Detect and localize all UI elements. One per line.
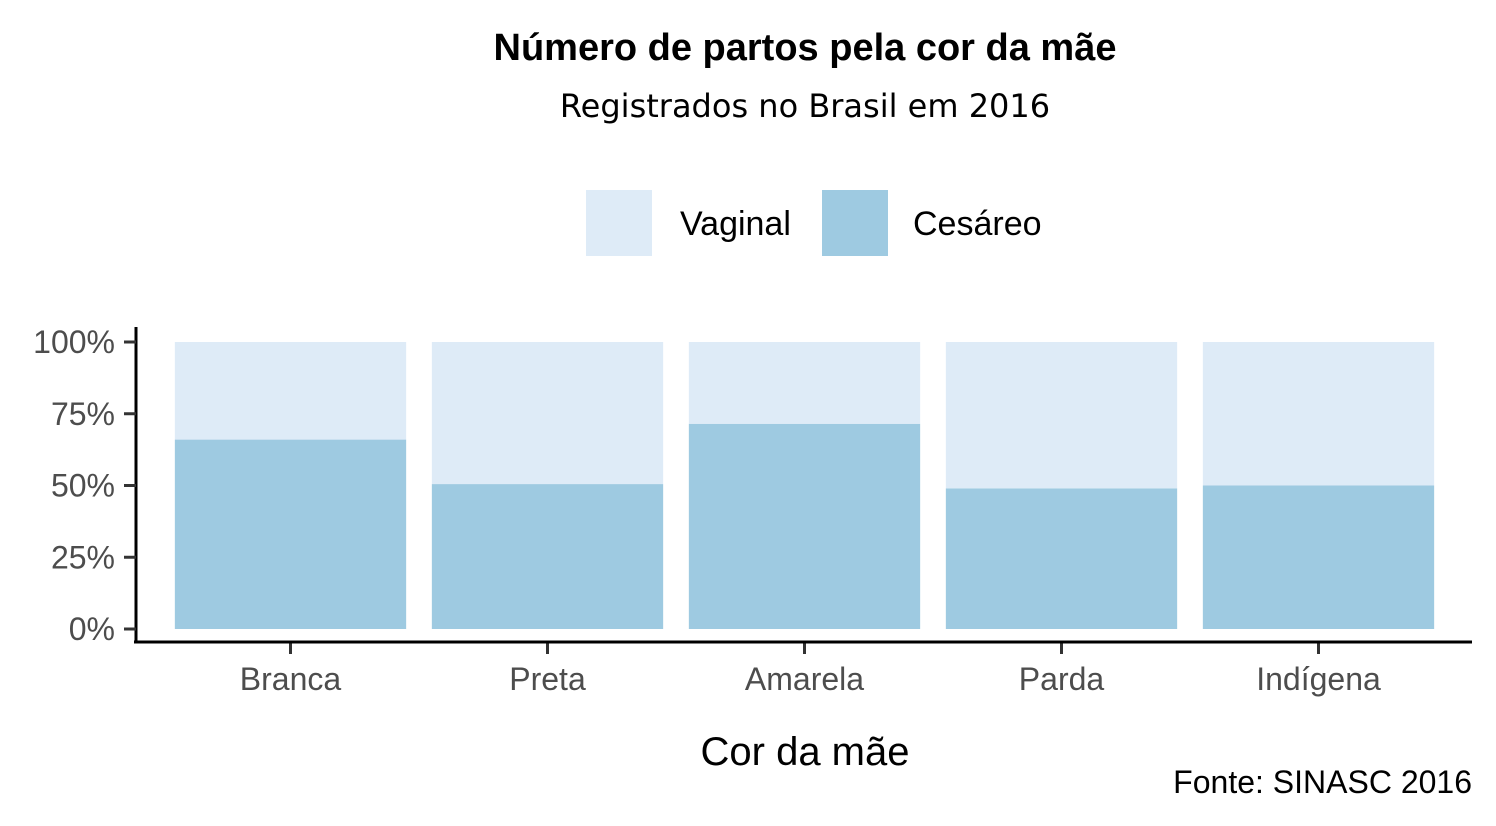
chart-subtitle: Registrados no Brasil em 2016 bbox=[560, 87, 1050, 125]
bar-cesareo-indigena bbox=[1202, 485, 1435, 629]
bar-cesareo-amarela bbox=[688, 423, 921, 629]
x-axis: Branca Preta Amarela Parda Indígena bbox=[134, 640, 1472, 697]
x-tick-label: Branca bbox=[240, 661, 342, 697]
bar-vaginal-indigena bbox=[1202, 342, 1435, 486]
chart-caption: Fonte: SINASC 2016 bbox=[1173, 764, 1472, 800]
y-tick-label: 25% bbox=[51, 539, 115, 575]
bar-cesareo-parda bbox=[945, 488, 1178, 629]
x-tick-label: Amarela bbox=[745, 661, 864, 697]
x-tick-label: Preta bbox=[509, 661, 586, 697]
y-tick-label: 100% bbox=[33, 324, 115, 360]
y-tick-label: 50% bbox=[51, 468, 115, 504]
bar-vaginal-parda bbox=[945, 342, 1178, 489]
legend-swatch-vaginal bbox=[586, 190, 652, 256]
bar-cesareo-preta bbox=[431, 484, 664, 629]
x-tick-label: Indígena bbox=[1256, 661, 1381, 697]
legend-swatch-cesareo bbox=[822, 190, 888, 256]
legend-label-cesareo: Cesáreo bbox=[913, 205, 1042, 243]
legend-label-vaginal: Vaginal bbox=[680, 205, 791, 243]
bar-vaginal-branca bbox=[174, 342, 407, 440]
y-tick-label: 75% bbox=[51, 396, 115, 432]
y-axis: 0% 25% 50% 75% 100% bbox=[33, 324, 138, 647]
bar-cesareo-branca bbox=[174, 439, 407, 629]
chart-title: Número de partos pela cor da mãe bbox=[494, 27, 1117, 69]
y-tick-label: 0% bbox=[69, 611, 115, 647]
legend: Vaginal Cesáreo bbox=[586, 190, 1042, 256]
x-tick-label: Parda bbox=[1019, 661, 1105, 697]
x-axis-title: Cor da mãe bbox=[701, 730, 910, 774]
bar-vaginal-amarela bbox=[688, 342, 921, 424]
bars bbox=[174, 342, 1435, 629]
bar-vaginal-preta bbox=[431, 342, 664, 485]
